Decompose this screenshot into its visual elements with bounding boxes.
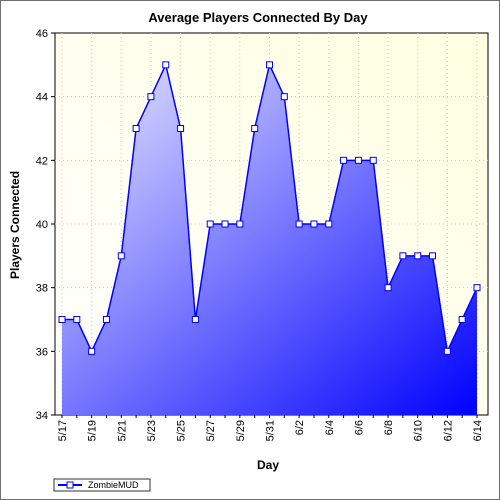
data-point (177, 125, 185, 132)
data-point (58, 316, 66, 323)
data-point (73, 316, 81, 323)
chart-title: Average Players Connected By Day (148, 10, 368, 25)
series-area (62, 64, 477, 415)
data-point (325, 220, 333, 228)
data-point (429, 252, 437, 260)
y-axis-title: Players Connected (8, 171, 22, 279)
data-point (473, 284, 481, 292)
y-tick-label: 38 (36, 283, 48, 295)
y-tick-label: 34 (36, 410, 48, 422)
x-tick-label: 5/29 (235, 420, 247, 441)
x-tick-label: 6/12 (442, 420, 454, 441)
data-point (399, 252, 407, 260)
data-point (191, 316, 199, 323)
y-axis: 34 36 38 40 42 44 46 (36, 28, 55, 422)
x-tick-label: 5/27 (205, 420, 217, 441)
x-axis: 5/17 5/19 5/21 5/23 5/25 5/27 5/29 5/31 6/2 6/4 6/… (57, 415, 484, 441)
legend: ZombieMUD (53, 478, 151, 492)
series-markers (58, 61, 481, 355)
data-point (443, 347, 451, 355)
x-axis-title: Day (257, 458, 279, 472)
data-point (458, 316, 466, 323)
x-tick-label: 5/23 (146, 420, 158, 441)
data-point (369, 156, 377, 164)
x-tick-label: 6/10 (413, 420, 425, 441)
x-tick-label: 6/14 (472, 420, 484, 441)
data-point (236, 220, 244, 228)
y-tick-label: 46 (36, 28, 48, 40)
data-point (132, 125, 140, 132)
y-tick-label: 40 (36, 219, 48, 231)
data-point (384, 284, 392, 292)
x-tick-label: 6/2 (294, 420, 306, 435)
data-point (280, 93, 288, 101)
x-tick-label: 6/8 (383, 420, 395, 435)
data-point (310, 220, 318, 228)
legend-swatch-marker (66, 481, 74, 489)
legend-label: ZombieMUD (88, 480, 139, 490)
data-point (147, 93, 155, 101)
x-tick-label: 5/31 (265, 420, 277, 441)
y-tick-label: 36 (36, 346, 48, 358)
data-point (206, 220, 214, 228)
data-point (221, 220, 229, 228)
x-tick-label: 5/19 (87, 420, 99, 441)
x-tick-label: 6/4 (324, 420, 336, 435)
y-tick-label: 44 (36, 92, 48, 104)
data-point (162, 61, 170, 69)
x-tick-label: 5/21 (116, 420, 128, 441)
data-point (295, 220, 303, 228)
data-point (340, 156, 348, 164)
data-point (102, 316, 110, 323)
data-point (117, 252, 125, 260)
x-tick-label: 5/25 (176, 420, 188, 441)
data-point (266, 61, 273, 69)
legend-box (53, 478, 151, 492)
data-point (354, 156, 362, 164)
data-point (88, 347, 96, 355)
x-tick-label: 5/17 (57, 420, 69, 441)
data-point (414, 252, 422, 260)
data-point (251, 125, 259, 132)
y-tick-label: 42 (36, 155, 48, 167)
x-tick-label: 6/6 (353, 420, 365, 435)
